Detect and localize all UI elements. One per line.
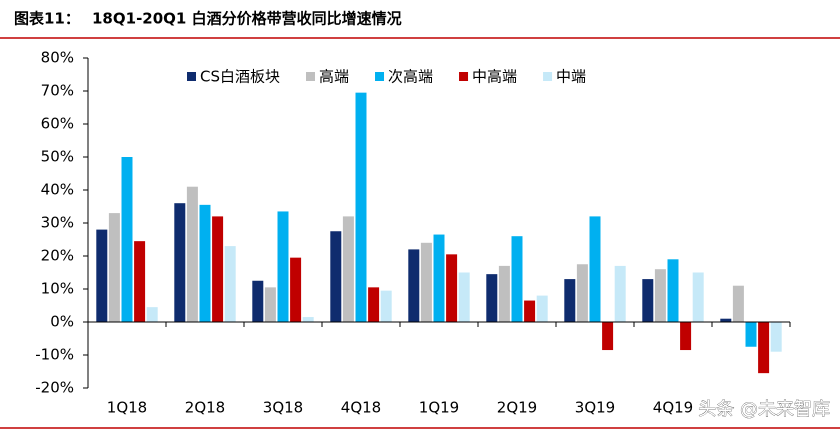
bar: [680, 322, 692, 351]
bar: [420, 242, 432, 322]
y-tick-label: 0%: [50, 313, 74, 331]
bar: [614, 265, 626, 322]
bar: [224, 246, 236, 322]
x-tick-label: 4Q18: [341, 399, 381, 417]
legend-swatch: [306, 72, 315, 81]
x-tick-label: 2Q19: [497, 399, 537, 417]
y-tick-label: 50%: [41, 148, 74, 166]
bar: [186, 186, 198, 322]
bar: [770, 322, 782, 352]
bar: [589, 216, 601, 322]
legend-label: 中端: [556, 68, 586, 86]
bar: [380, 290, 392, 322]
bar: [342, 216, 354, 322]
bar: [330, 231, 342, 322]
legend-swatch: [543, 72, 553, 81]
legend-swatch: [459, 72, 469, 81]
bar: [212, 216, 224, 322]
bar: [96, 229, 108, 322]
bar: [732, 285, 744, 322]
bar: [745, 322, 757, 347]
legend-label: 次高端: [388, 68, 433, 86]
legend-label: CS白酒板块: [200, 68, 280, 86]
bar: [277, 211, 289, 322]
y-tick-label: 10%: [41, 280, 74, 298]
y-tick-label: 20%: [41, 247, 74, 265]
legend-swatch: [187, 72, 196, 81]
bar: [290, 257, 302, 322]
x-tick-label: 2Q18: [185, 399, 225, 417]
bar: [368, 287, 380, 322]
y-tick-label: 60%: [41, 115, 74, 133]
x-tick-label: 3Q19: [575, 399, 615, 417]
bar: [654, 269, 666, 322]
bar: [564, 279, 576, 322]
bar: [355, 92, 367, 323]
bar: [524, 300, 536, 322]
x-tick-label: 4Q19: [653, 399, 693, 417]
bar: [602, 322, 614, 351]
bar: [146, 307, 158, 322]
bar: [498, 265, 510, 322]
y-tick-label: 80%: [41, 49, 74, 67]
bar: [108, 213, 120, 322]
bar: [174, 203, 186, 322]
bar: [302, 317, 314, 322]
y-tick-label: 40%: [41, 181, 74, 199]
bar: [446, 254, 458, 322]
bar: [536, 295, 548, 322]
y-tick-label: 30%: [41, 214, 74, 232]
bar: [486, 274, 498, 322]
chart-title: 18Q1-20Q1 白酒分价格带营收同比增速情况: [92, 10, 402, 28]
bar: [667, 259, 679, 322]
x-tick-label: 1Q18: [107, 399, 147, 417]
legend-label: 中高端: [472, 68, 517, 86]
bar: [758, 322, 770, 374]
figure-label: 图表11：: [14, 10, 80, 28]
bar: [121, 157, 133, 322]
bar: [576, 264, 588, 322]
bar: [511, 236, 523, 322]
bar: [199, 204, 211, 322]
bar: [458, 272, 470, 322]
bar: [408, 249, 420, 322]
bar: [692, 272, 704, 322]
y-tick-label: -20%: [35, 379, 74, 397]
bar: [720, 318, 732, 322]
bar: [433, 234, 445, 322]
x-tick-label: 1Q19: [419, 399, 459, 417]
y-tick-label: -10%: [35, 346, 74, 364]
x-tick-label: 3Q18: [263, 399, 303, 417]
bar: [264, 287, 276, 322]
watermark: 头条 @未来智库: [698, 399, 830, 420]
bar: [134, 241, 146, 322]
legend-swatch: [375, 72, 385, 81]
bar: [252, 280, 264, 322]
bar: [642, 279, 654, 322]
y-tick-label: 70%: [41, 82, 74, 100]
legend-label: 高端: [319, 68, 349, 86]
